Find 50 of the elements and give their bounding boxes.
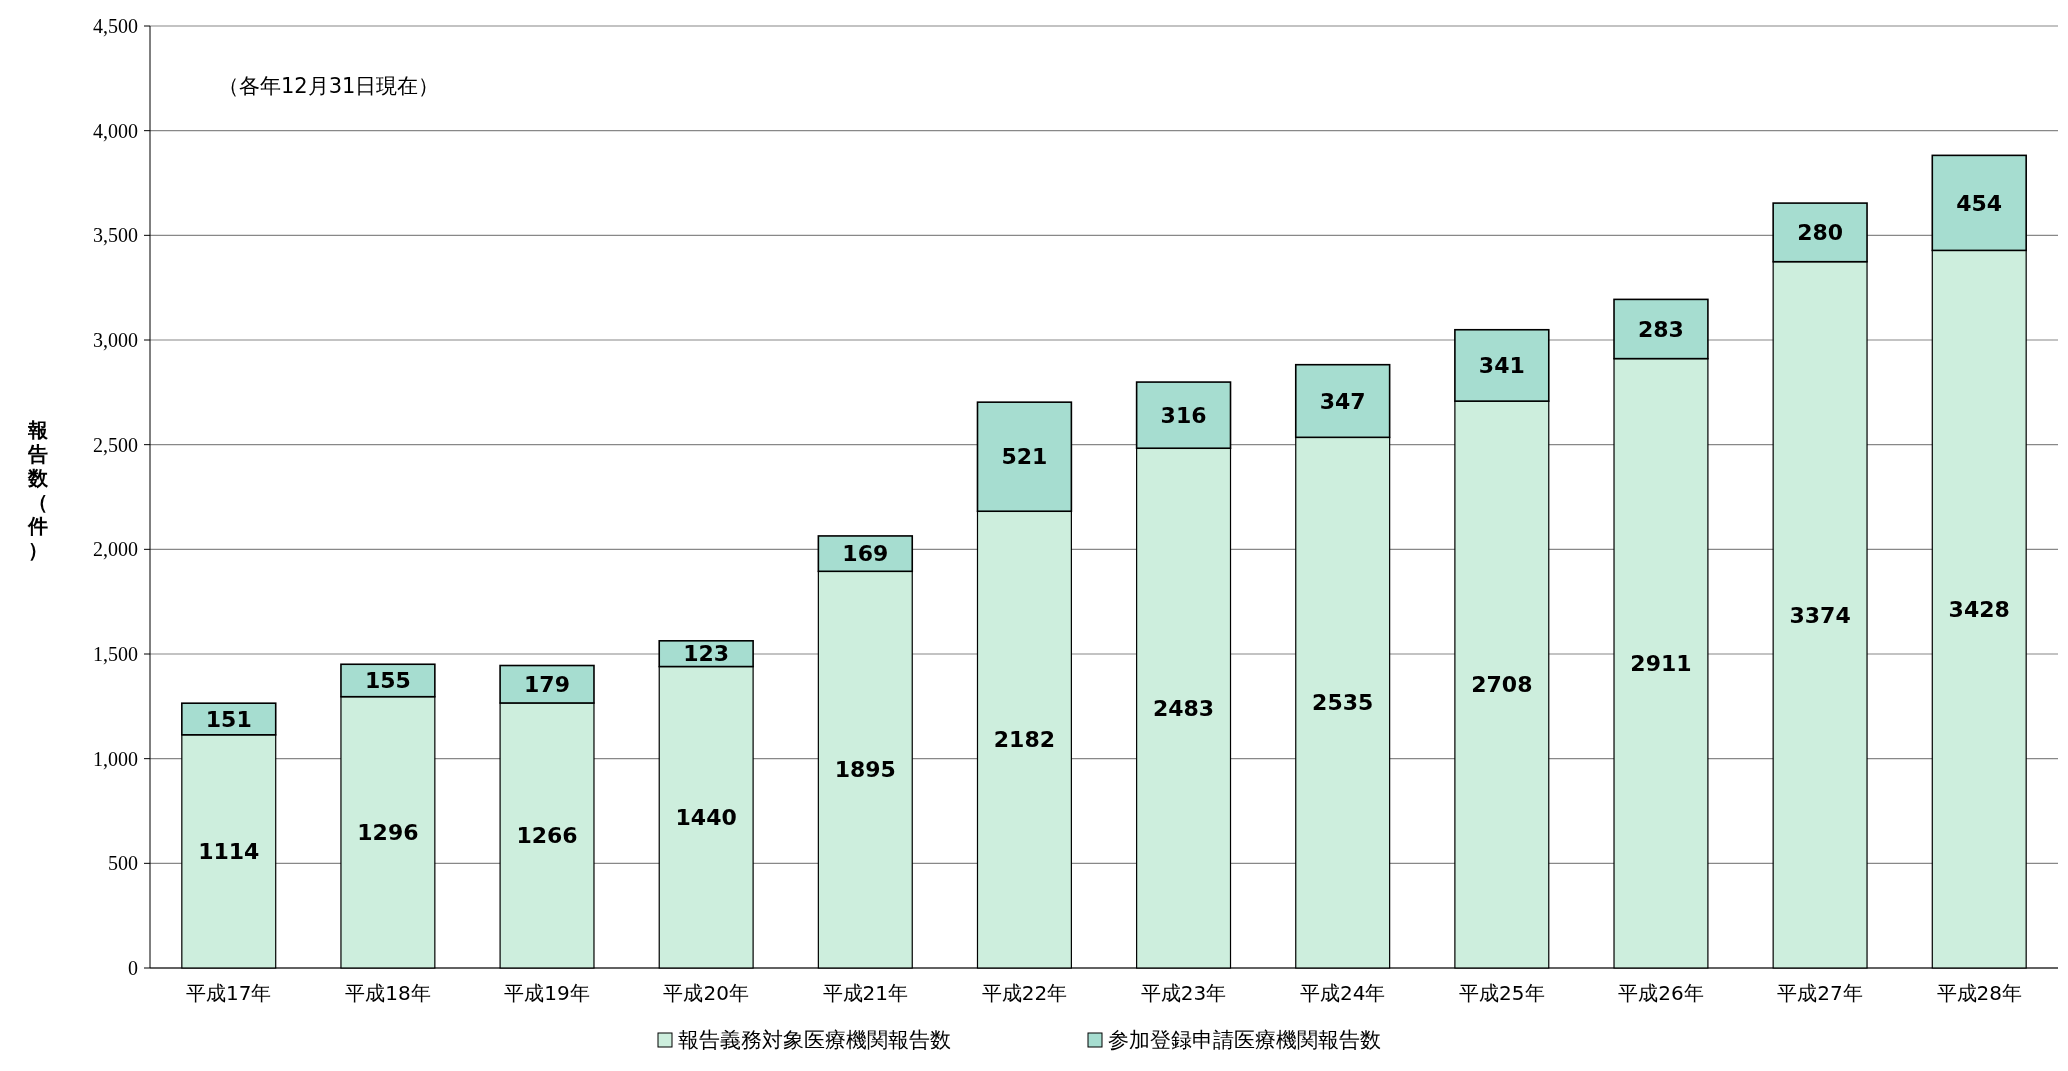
data-label: 2535 bbox=[1312, 690, 1374, 716]
x-tick-label: 平成20年 bbox=[663, 981, 749, 1005]
y-tick-label: 0 bbox=[128, 957, 138, 979]
data-label: 454 bbox=[1956, 190, 2003, 216]
data-label: 1266 bbox=[516, 823, 578, 849]
y-axis-title: 報告数（件） bbox=[27, 418, 49, 562]
y-tick-label: 1,000 bbox=[93, 747, 138, 770]
y-tick-label: 2,500 bbox=[93, 433, 138, 456]
x-tick-label: 平成23年 bbox=[1140, 981, 1227, 1005]
data-label: 280 bbox=[1797, 220, 1844, 246]
data-label: 2911 bbox=[1630, 651, 1692, 677]
data-label: 2708 bbox=[1471, 672, 1533, 698]
data-label: 283 bbox=[1638, 316, 1684, 342]
y-tick-label: 3,500 bbox=[93, 224, 138, 247]
x-tick-label: 平成22年 bbox=[981, 981, 1068, 1005]
data-label: 169 bbox=[842, 541, 889, 567]
data-label: 1114 bbox=[198, 839, 260, 865]
x-tick-label: 平成26年 bbox=[1618, 981, 1704, 1005]
data-label: 2182 bbox=[993, 727, 1056, 753]
x-tick-label: 平成18年 bbox=[345, 981, 431, 1005]
x-tick-label: 平成21年 bbox=[822, 981, 909, 1005]
y-tick-label: 2,000 bbox=[93, 538, 138, 561]
data-label: 1296 bbox=[357, 820, 419, 846]
x-tick-label: 平成28年 bbox=[1936, 981, 2022, 1005]
data-label: 2483 bbox=[1152, 695, 1215, 721]
x-tick-label: 平成19年 bbox=[504, 981, 590, 1005]
data-label: 151 bbox=[205, 706, 252, 732]
data-label: 1895 bbox=[834, 757, 896, 783]
x-tick-label: 平成24年 bbox=[1299, 981, 1386, 1005]
data-label: 521 bbox=[1001, 444, 1048, 470]
data-label: 3428 bbox=[1948, 596, 2010, 622]
data-label: 3374 bbox=[1789, 602, 1851, 628]
y-tick-label: 4,000 bbox=[93, 119, 138, 142]
y-tick-label: 3,000 bbox=[93, 329, 138, 351]
data-label: 1440 bbox=[675, 804, 737, 830]
legend-label: 参加登録申請医療機関報告数 bbox=[1108, 1028, 1381, 1053]
data-label: 347 bbox=[1319, 388, 1366, 414]
data-label: 179 bbox=[524, 671, 570, 697]
data-label: 155 bbox=[364, 668, 411, 694]
data-label: 316 bbox=[1160, 402, 1207, 428]
y-tick-label: 500 bbox=[108, 852, 138, 875]
x-tick-label: 平成27年 bbox=[1777, 981, 1863, 1005]
y-tick-label: 1,500 bbox=[93, 643, 138, 665]
y-tick-label: 4,500 bbox=[93, 15, 138, 37]
x-tick-label: 平成25年 bbox=[1459, 981, 1545, 1005]
legend-label: 報告義務対象医療機関報告数 bbox=[678, 1028, 951, 1053]
annotation: （各年12月31日現在） bbox=[218, 74, 440, 98]
data-label: 341 bbox=[1478, 353, 1525, 379]
data-label: 123 bbox=[683, 641, 730, 667]
x-tick-label: 平成17年 bbox=[186, 981, 272, 1005]
